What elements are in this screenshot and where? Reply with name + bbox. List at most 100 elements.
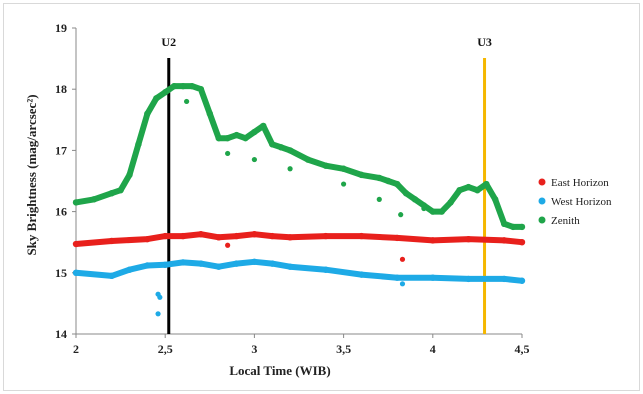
- x-tick-label: 2,5: [158, 342, 173, 356]
- y-axis-title: Sky Brightness (mag/arcsec²): [24, 94, 39, 255]
- data-point-zenith: [260, 122, 267, 130]
- data-point-zenith: [376, 174, 383, 182]
- data-point-zenith: [402, 190, 410, 197]
- outlier-point-zenith: [421, 205, 427, 212]
- x-axis-title: Local Time (WIB): [229, 363, 330, 378]
- data-point-zenith: [117, 186, 124, 194]
- data-point-west-horizon: [179, 259, 187, 266]
- series-line-west-horizon: [73, 258, 525, 284]
- data-point-east-horizon: [144, 235, 151, 243]
- data-point-zenith: [438, 208, 445, 215]
- outlier-point-west-horizon: [155, 311, 161, 317]
- marker-label-u2: U2: [161, 35, 176, 49]
- data-point-zenith: [126, 171, 133, 179]
- data-point-west-horizon: [162, 261, 169, 269]
- legend: East Horizon West Horizon Zenith: [538, 177, 612, 227]
- data-point-east-horizon: [179, 232, 187, 240]
- series-zenith: [72, 82, 526, 231]
- data-point-east-horizon: [108, 237, 115, 245]
- data-point-zenith: [108, 190, 115, 197]
- data-point-west-horizon: [429, 274, 436, 281]
- legend-swatch-west-horizon: [538, 197, 546, 205]
- outlier-point-east-horizon: [225, 242, 231, 248]
- data-point-east-horizon: [72, 240, 80, 248]
- data-point-zenith: [277, 144, 285, 151]
- data-point-west-horizon: [197, 260, 205, 267]
- y-tick-label: 14: [55, 327, 67, 341]
- data-point-west-horizon: [500, 275, 508, 283]
- data-point-zenith: [197, 86, 205, 93]
- data-point-zenith: [483, 180, 490, 188]
- x-tick-label: 3,5: [336, 342, 351, 356]
- marker-label-u3: U3: [477, 35, 492, 49]
- data-point-zenith: [304, 156, 312, 163]
- data-point-west-horizon: [518, 277, 526, 284]
- legend-swatch-east-horizon: [538, 178, 546, 186]
- data-point-west-horizon: [251, 258, 258, 265]
- data-point-zenith: [153, 95, 160, 102]
- time-markers: U2 U3: [161, 35, 492, 334]
- data-point-zenith: [509, 223, 517, 231]
- x-tick-label: 4,5: [515, 342, 530, 356]
- data-point-zenith: [385, 177, 392, 185]
- legend-label-west-horizon: West Horizon: [551, 196, 612, 208]
- data-point-east-horizon: [269, 232, 276, 240]
- y-tick-label: 19: [55, 21, 67, 35]
- data-point-zenith: [162, 89, 169, 96]
- outlier-point-east-horizon: [399, 256, 406, 262]
- data-point-zenith: [322, 162, 329, 169]
- data-point-zenith: [518, 223, 526, 231]
- data-point-zenith: [135, 141, 142, 148]
- data-point-zenith: [179, 82, 187, 90]
- data-point-zenith: [492, 196, 499, 203]
- legend-swatch-zenith: [538, 216, 546, 224]
- data-point-zenith: [429, 208, 436, 215]
- series-line-east-horizon: [73, 231, 525, 247]
- data-point-zenith: [242, 134, 249, 142]
- data-point-west-horizon: [126, 266, 133, 273]
- x-tick-label: 2: [73, 342, 79, 356]
- data-point-zenith: [90, 196, 98, 203]
- outlier-point-west-horizon: [399, 281, 406, 287]
- data-point-east-horizon: [518, 239, 526, 246]
- y-tick-label: 16: [55, 205, 67, 219]
- data-point-zenith: [251, 128, 258, 136]
- legend-label-east-horizon: East Horizon: [551, 177, 609, 189]
- data-point-zenith: [170, 82, 178, 90]
- data-point-zenith: [144, 110, 151, 117]
- data-point-west-horizon: [465, 275, 472, 283]
- data-point-east-horizon: [233, 232, 240, 240]
- data-point-west-horizon: [233, 260, 240, 267]
- axes: [72, 27, 523, 338]
- data-point-east-horizon: [358, 232, 365, 240]
- data-point-west-horizon: [286, 263, 294, 270]
- data-point-zenith: [393, 180, 401, 188]
- data-point-zenith: [224, 134, 231, 142]
- outlier-point-zenith: [376, 196, 382, 202]
- data-point-zenith: [465, 183, 472, 191]
- data-point-zenith: [206, 110, 213, 117]
- outlier-point-zenith: [287, 166, 293, 172]
- data-point-zenith: [215, 134, 222, 142]
- data-point-west-horizon: [393, 274, 401, 281]
- data-point-east-horizon: [162, 232, 169, 240]
- data-point-east-horizon: [500, 237, 508, 244]
- data-point-west-horizon: [269, 260, 276, 267]
- data-point-west-horizon: [108, 272, 115, 280]
- legend-label-zenith: Zenith: [551, 215, 580, 227]
- outlier-point-zenith: [184, 98, 190, 105]
- data-point-west-horizon: [322, 266, 329, 273]
- data-point-east-horizon: [429, 237, 436, 244]
- data-point-zenith: [72, 199, 80, 206]
- series-line-zenith: [73, 83, 525, 230]
- series-east-horizon: [72, 231, 526, 262]
- y-tick-label: 15: [55, 266, 67, 280]
- x-tick-label: 4: [430, 342, 436, 356]
- data-point-zenith: [474, 186, 481, 194]
- series-west-horizon: [72, 258, 526, 317]
- data-point-east-horizon: [286, 234, 294, 241]
- outlier-point-zenith: [251, 156, 257, 163]
- data-point-zenith: [358, 171, 365, 179]
- data-point-zenith: [269, 141, 276, 148]
- data-point-west-horizon: [72, 269, 80, 276]
